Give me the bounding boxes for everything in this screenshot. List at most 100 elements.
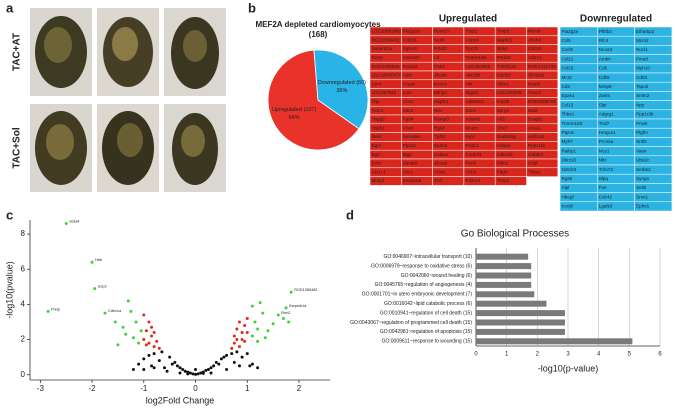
category-label: GO:0001701~in utero embryonic developmen…: [362, 292, 473, 298]
point: [217, 362, 221, 366]
gene-name: Syngo: [636, 176, 649, 181]
gene-name: Sell2: [636, 185, 647, 190]
gene-name: Mmp9: [599, 84, 612, 89]
gene-name: Notch3: [562, 167, 577, 172]
point: [93, 287, 97, 291]
gene-name: Ambn: [599, 56, 611, 61]
point: [162, 366, 166, 370]
gene-name: Timp3: [497, 29, 510, 34]
gene-name: Cxcl16: [497, 73, 511, 78]
x-tick-label: 3: [566, 352, 570, 358]
point: [289, 290, 293, 294]
gene-name: Nfic: [599, 158, 608, 163]
bar: [476, 253, 529, 260]
gene-name: Adamts1: [465, 99, 484, 104]
point: [253, 320, 257, 324]
photos: [30, 8, 226, 192]
gene-name: Anxa1: [528, 125, 541, 130]
gene-name: RGD1311745: [528, 64, 556, 69]
point: [155, 339, 159, 343]
point: [235, 327, 239, 331]
gene-name: Nrk: [465, 81, 473, 86]
point: [258, 301, 262, 305]
x-tick-label: -2: [89, 384, 97, 393]
panel-letter: c: [6, 207, 13, 222]
gene-name: Hmgcs1: [599, 130, 616, 135]
gene-name: LOC100359: [497, 90, 522, 95]
gene-name: Cdc42: [599, 194, 613, 199]
chart-title: Go Biological Processes: [461, 229, 569, 240]
gene-name: Pmvk: [636, 121, 648, 126]
point: [235, 350, 239, 354]
point: [232, 341, 236, 345]
point: [237, 320, 241, 324]
panel-letter: a: [6, 0, 14, 15]
gene-name: Aif1l: [497, 117, 506, 122]
gene-name: Penk: [465, 161, 476, 166]
gene-name: Plgfm: [636, 130, 648, 135]
gene-name: Cd200: [403, 37, 417, 42]
point: [183, 369, 187, 373]
point: [152, 366, 156, 370]
gene-name: Cbr3: [403, 99, 413, 104]
category-label: GO:0043067~regulation of programmed cell…: [350, 320, 472, 326]
point: [256, 339, 260, 343]
gene-name: Cdkn2b: [497, 152, 513, 157]
gene-name: Prcs2a: [599, 139, 614, 144]
point: [116, 343, 120, 347]
point: [194, 372, 198, 376]
table-cell: [526, 167, 559, 177]
x-axis-label: log2Fold Change: [146, 395, 215, 405]
slice-label: Downregulated (60): [318, 80, 366, 86]
point: [206, 367, 210, 371]
panel-letter: b: [248, 0, 256, 15]
gene-name: Lgals3: [599, 204, 613, 209]
point-annotation: Rrm2: [281, 311, 290, 315]
gene-name: Tspo2: [636, 84, 649, 89]
gene-name: Dkrz20: [562, 158, 577, 163]
point: [186, 372, 190, 376]
point: [178, 366, 182, 370]
point: [152, 352, 156, 356]
point: [147, 353, 151, 357]
panel-letter: d: [346, 207, 354, 222]
point: [144, 329, 148, 333]
x-tick-label: 1: [505, 352, 509, 358]
point: [147, 320, 151, 324]
gene-name: Cthrc1: [528, 55, 542, 60]
point-annotation: Serpinb1a: [289, 304, 307, 308]
point: [147, 341, 151, 345]
gene-name: Hbegf: [562, 194, 575, 199]
gene-name: Fgd4: [403, 117, 414, 122]
gene-name: Nov: [434, 108, 443, 113]
point: [276, 313, 280, 317]
point: [131, 336, 135, 340]
point: [240, 355, 244, 359]
category-label: GO:0016042~lipid catabolic process (6): [384, 301, 472, 307]
point: [204, 368, 208, 372]
gene-name: Mgst2: [465, 90, 478, 95]
gene-name: Traf7: [599, 121, 610, 126]
gene-name: Zwint: [599, 93, 611, 98]
point-annotation: Hbb: [95, 258, 102, 262]
x-tick-label: 0: [474, 352, 478, 358]
point: [90, 260, 94, 264]
gene-name: Ankrd37: [403, 55, 421, 60]
gene-name: Spry4: [497, 108, 509, 113]
point: [245, 352, 249, 356]
gene-name: Abca9: [434, 161, 447, 166]
point: [137, 341, 141, 345]
gene-name: Myh10: [636, 66, 650, 71]
gene-name: Cebpd: [497, 143, 511, 148]
gene-name: Mcm2: [636, 38, 649, 43]
point: [237, 345, 241, 349]
chart-subtitle: (168): [309, 30, 328, 39]
gene-name: Ramp3: [434, 117, 449, 122]
gene-name: Hspb1: [372, 125, 386, 130]
point: [173, 360, 177, 364]
gene-name: Ramp2: [403, 64, 418, 69]
gene-name: Olfm1: [497, 81, 510, 86]
gene-name: Hapln1: [434, 99, 449, 104]
gene-name: Eif4ebp2: [636, 29, 655, 34]
point: [235, 338, 239, 342]
